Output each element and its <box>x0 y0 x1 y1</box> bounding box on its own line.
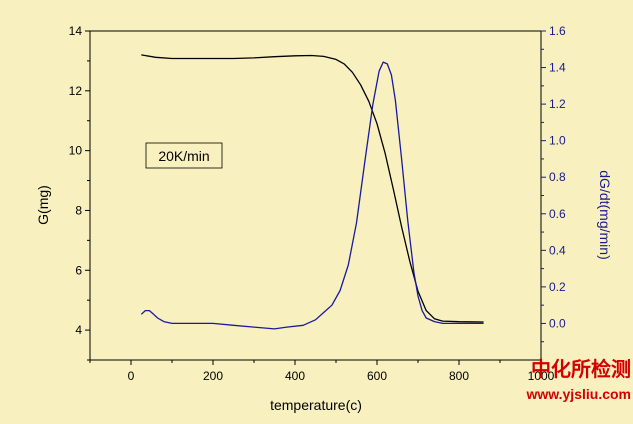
right-tick-label: 1.2 <box>549 97 566 111</box>
right-axis-label: dG/dt(mg/min) <box>597 170 613 259</box>
left-tick-label: 4 <box>75 323 82 337</box>
right-tick-label: 1.4 <box>549 61 566 75</box>
annotation-box <box>145 142 223 169</box>
left-tick-label: 12 <box>69 84 83 98</box>
left-tick-label: 6 <box>75 263 82 277</box>
right-axis: 0.0 0.2 0.4 0.6 0.8 1.0 1.2 1.4 1.6 <box>541 24 566 343</box>
left-axis: 4 6 8 10 12 14 <box>69 24 90 361</box>
watermark-url: www.yjsliu.com <box>525 386 631 402</box>
x-tick-label: 200 <box>203 369 223 383</box>
plot-area <box>89 30 542 361</box>
annotation-label: 20K/min <box>158 148 209 164</box>
series-line-dGdt <box>140 61 484 330</box>
x-tick-label: 800 <box>449 369 469 383</box>
right-tick-label: 0.4 <box>549 243 566 257</box>
right-tick-label: 1.6 <box>549 24 566 38</box>
left-tick-label: 10 <box>69 144 83 158</box>
watermark-main: 中化所检测 <box>531 357 631 381</box>
right-tick-label: 0.0 <box>549 316 566 330</box>
right-tick-label: 1.0 <box>549 134 566 148</box>
left-axis-label: G(mg) <box>35 185 51 225</box>
right-tick-label: 0.2 <box>549 280 566 294</box>
x-tick-label: 1000 <box>528 369 555 383</box>
right-tick-label: 0.6 <box>549 207 566 221</box>
left-tick-label: 14 <box>69 24 83 38</box>
series-line-G <box>141 54 484 323</box>
x-axis-label: temperature(c) <box>270 397 362 413</box>
series-group <box>140 54 484 330</box>
x-tick-label: 600 <box>367 369 387 383</box>
left-tick-label: 8 <box>75 203 82 217</box>
x-tick-label: 400 <box>285 369 305 383</box>
right-tick-label: 0.8 <box>549 170 566 184</box>
x-tick-label: 0 <box>128 369 135 383</box>
x-axis: 0 200 400 600 800 1000 <box>89 360 555 383</box>
